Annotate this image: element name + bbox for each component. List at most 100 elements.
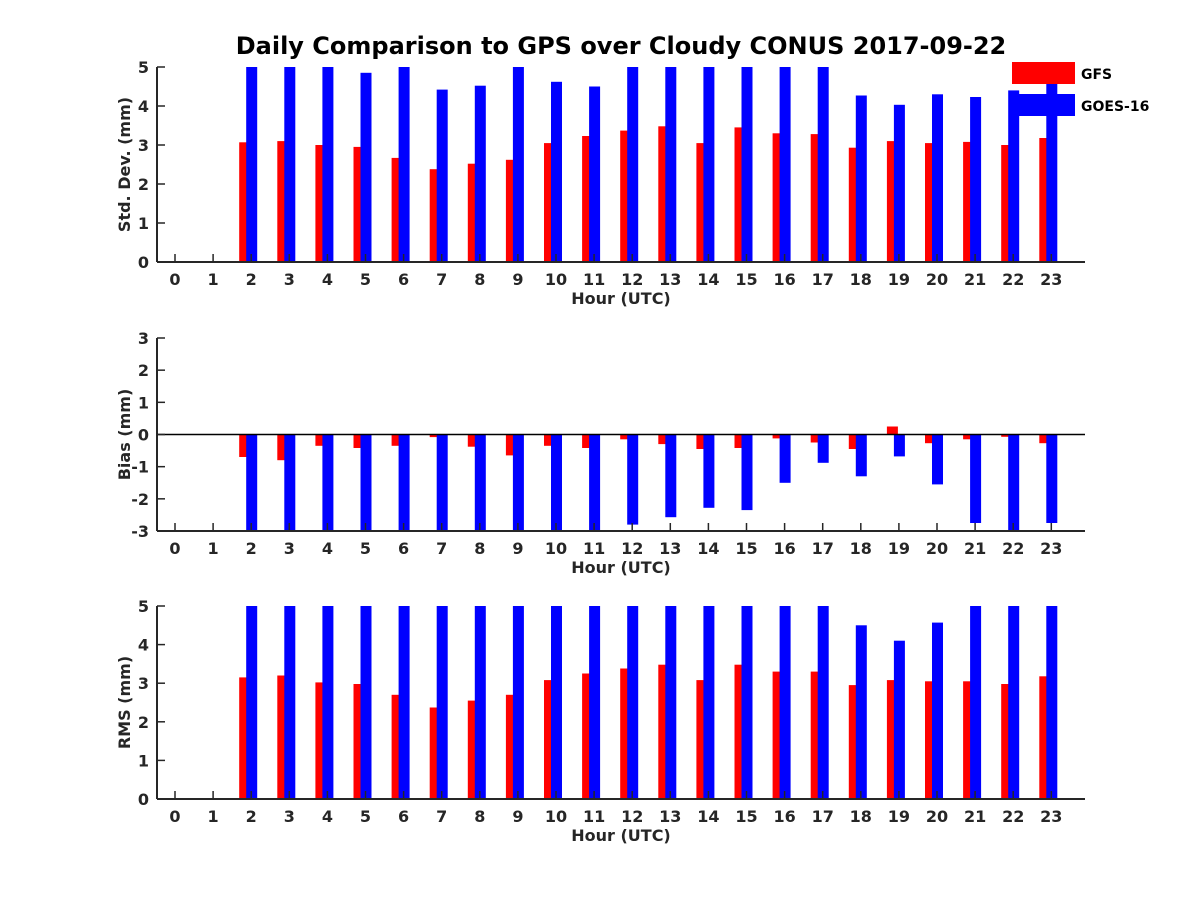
legend-swatch-gfs [1012, 62, 1075, 84]
x-axis-label: Hour (UTC) [571, 826, 671, 845]
x-tick-label: 23 [1040, 270, 1062, 289]
y-tick-label: 1 [138, 751, 149, 770]
bar-goes16-h22 [1008, 434, 1020, 531]
bar-goes16-h7 [436, 89, 448, 262]
bar-goes16-h6 [398, 434, 410, 531]
bar-goes16-h13 [665, 606, 677, 799]
bar-gfs-h6 [391, 157, 403, 262]
bar-gfs-h7 [429, 434, 441, 438]
x-tick-label: 11 [583, 270, 605, 289]
bar-gfs-h14 [696, 680, 708, 799]
bar-gfs-h12 [620, 434, 632, 440]
bar-gfs-h15 [734, 127, 746, 263]
x-tick-label: 4 [322, 539, 333, 558]
bar-goes16-h9 [512, 434, 524, 531]
bar-gfs-h22 [1001, 434, 1013, 437]
x-tick-label: 23 [1040, 539, 1062, 558]
x-tick-label: 23 [1040, 807, 1062, 826]
bar-gfs-h13 [658, 126, 670, 262]
y-axis-label: Bias (mm) [115, 389, 134, 481]
x-tick-label: 9 [512, 807, 523, 826]
x-tick-label: 2 [246, 270, 257, 289]
x-tick-label: 10 [545, 270, 567, 289]
bar-goes16-h20 [932, 94, 943, 262]
bar-goes16-h14 [703, 434, 715, 508]
x-tick-label: 3 [284, 270, 295, 289]
bar-gfs-h11 [582, 136, 594, 262]
bar-goes16-h9 [512, 606, 524, 799]
x-tick-label: 14 [697, 807, 719, 826]
bar-goes16-h23 [1046, 434, 1058, 523]
bar-goes16-h2 [246, 434, 258, 531]
bar-gfs-h3 [277, 434, 289, 461]
bar-gfs-h8 [467, 434, 479, 447]
x-tick-label: 6 [398, 270, 409, 289]
bar-gfs-h20 [925, 143, 936, 262]
bar-gfs-h5 [353, 434, 365, 448]
y-tick-label: 1 [138, 393, 149, 412]
bar-gfs-h17 [810, 434, 822, 443]
x-tick-label: 21 [964, 807, 986, 826]
bar-goes16-h14 [703, 606, 715, 799]
x-tick-label: 15 [735, 270, 757, 289]
bar-gfs-h15 [734, 664, 746, 799]
bar-gfs-h20 [925, 434, 936, 444]
x-tick-label: 1 [208, 270, 219, 289]
bar-gfs-h4 [315, 682, 327, 799]
x-tick-label: 0 [169, 270, 180, 289]
bar-goes16-h5 [360, 72, 372, 262]
x-tick-label: 7 [436, 270, 447, 289]
bar-goes16-h9 [512, 67, 524, 262]
bar-gfs-h17 [810, 134, 822, 262]
bar-gfs-h17 [810, 671, 822, 799]
bar-goes16-h6 [398, 606, 410, 799]
bar-goes16-h11 [589, 434, 601, 531]
x-tick-label: 4 [322, 270, 333, 289]
x-tick-label: 15 [735, 807, 757, 826]
x-tick-label: 0 [169, 807, 180, 826]
legend: GFS GOES-16 [1012, 62, 1149, 116]
x-tick-label: 3 [284, 807, 295, 826]
y-tick-label: 5 [138, 58, 149, 77]
legend-label-goes16: GOES-16 [1081, 99, 1149, 115]
bar-goes16-h22 [1008, 90, 1020, 263]
bar-gfs-h4 [315, 434, 327, 446]
bar-gfs-h8 [467, 700, 479, 799]
bar-gfs-h7 [429, 169, 441, 262]
bar-gfs-h9 [505, 434, 517, 456]
x-tick-label: 14 [697, 539, 719, 558]
x-tick-label: 8 [474, 539, 485, 558]
bar-goes16-h20 [932, 622, 943, 799]
bar-gfs-h14 [696, 434, 708, 449]
x-tick-label: 20 [926, 539, 948, 558]
x-tick-label: 19 [888, 807, 910, 826]
bar-goes16-h16 [779, 434, 791, 483]
bar-goes16-h14 [703, 67, 715, 262]
bar-gfs-h13 [658, 664, 670, 799]
x-axis-label: Hour (UTC) [571, 289, 671, 308]
bar-gfs-h2 [239, 142, 251, 262]
bar-gfs-h10 [544, 680, 555, 799]
x-tick-label: 7 [436, 807, 447, 826]
bar-goes16-h11 [589, 86, 601, 262]
bar-goes16-h11 [589, 606, 601, 799]
bar-goes16-h18 [855, 434, 867, 477]
bar-goes16-h18 [855, 95, 867, 262]
x-tick-label: 8 [474, 807, 485, 826]
x-tick-label: 8 [474, 270, 485, 289]
x-tick-label: 11 [583, 539, 605, 558]
bar-goes16-h21 [970, 434, 982, 523]
bar-goes16-h10 [551, 434, 562, 531]
bar-gfs-h23 [1039, 676, 1051, 799]
bar-gfs-h9 [505, 159, 517, 262]
bar-gfs-h16 [772, 434, 784, 439]
bar-gfs-h6 [391, 694, 403, 799]
legend-swatch-goes16 [1012, 94, 1075, 116]
bar-gfs-h12 [620, 668, 632, 799]
x-tick-label: 5 [360, 539, 371, 558]
bar-goes16-h7 [436, 434, 448, 531]
bar-goes16-h19 [893, 434, 905, 457]
x-tick-label: 2 [246, 807, 257, 826]
